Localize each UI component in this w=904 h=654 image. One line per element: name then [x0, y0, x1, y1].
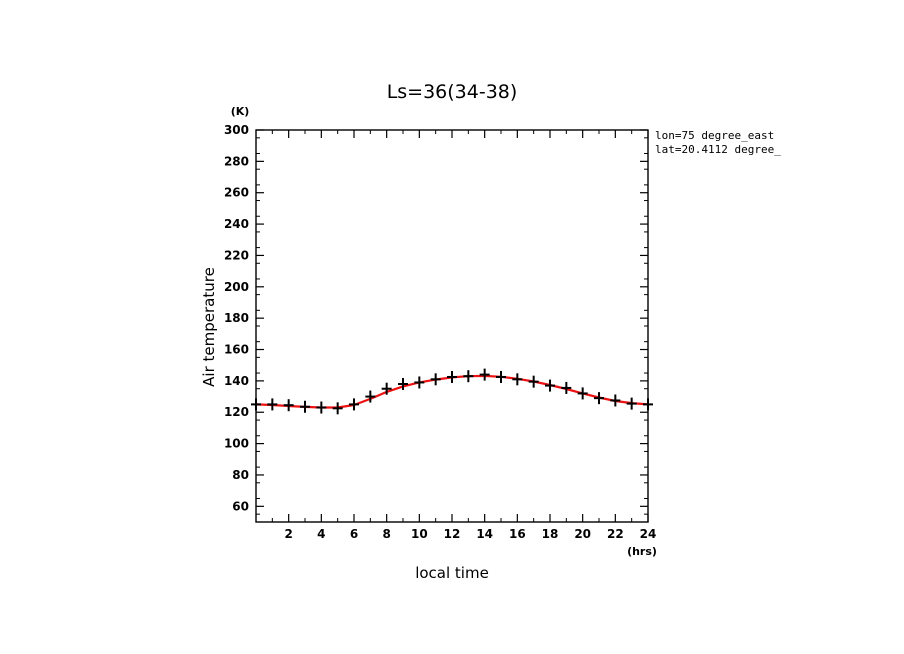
- y-tick-label: 60: [232, 499, 249, 513]
- data-point: [283, 399, 294, 412]
- data-point: [316, 401, 327, 414]
- y-tick-label: 80: [232, 468, 249, 482]
- x-tick-label: 14: [476, 527, 493, 541]
- marker-series: [251, 368, 653, 415]
- y-tick-label: 160: [224, 343, 249, 357]
- data-point: [398, 378, 408, 391]
- data-point: [496, 370, 506, 383]
- y-tick-label: 220: [224, 248, 249, 262]
- y-tick-label: 280: [224, 154, 249, 168]
- x-tick-label: 22: [607, 527, 624, 541]
- data-point: [414, 376, 425, 389]
- y-tick-label: 260: [224, 186, 249, 200]
- y-unit-label: (K): [231, 105, 250, 118]
- data-point: [561, 381, 572, 394]
- x-tick-label: 8: [382, 527, 390, 541]
- annotation-lon: lon=75 degree_east: [655, 129, 774, 142]
- data-point: [381, 382, 392, 395]
- data-point: [479, 368, 490, 381]
- data-point: [349, 398, 359, 411]
- y-tick-label: 200: [224, 280, 249, 294]
- data-point: [512, 373, 523, 386]
- plot-frame: [255, 129, 649, 523]
- data-point: [447, 370, 457, 383]
- data-point: [430, 373, 441, 386]
- y-tick-label: 180: [224, 311, 249, 325]
- x-tick-label: 16: [509, 527, 526, 541]
- y-tick-label: 140: [224, 374, 249, 388]
- x-tick-label: 24: [640, 527, 657, 541]
- x-tick-label: 4: [317, 527, 325, 541]
- y-tick-label: 100: [224, 437, 249, 451]
- y-tick-label: 120: [224, 405, 249, 419]
- annotation-lat: lat=20.4112 degree_: [655, 143, 781, 156]
- x-tick-label: 6: [350, 527, 358, 541]
- y-tick-label: 300: [224, 123, 249, 137]
- data-point: [300, 400, 310, 413]
- data-point: [626, 397, 637, 410]
- data-point: [267, 398, 278, 411]
- data-point: [332, 402, 343, 415]
- data-point: [610, 394, 621, 407]
- data-point: [365, 390, 376, 403]
- data-point: [528, 375, 539, 388]
- data-point: [577, 387, 588, 400]
- x-tick-label: 18: [542, 527, 559, 541]
- x-tick-label: 10: [411, 527, 428, 541]
- data-point: [594, 392, 604, 405]
- x-tick-label: 2: [284, 527, 292, 541]
- y-axis-label: Air temperature: [200, 267, 218, 387]
- data-point: [463, 370, 474, 383]
- y-tick-label: 240: [224, 217, 249, 231]
- x-tick-label: 20: [574, 527, 591, 541]
- x-unit-label: (hrs): [627, 545, 657, 558]
- data-point: [545, 379, 555, 392]
- x-axis-label: local time: [415, 564, 489, 582]
- x-tick-label: 12: [444, 527, 461, 541]
- chart-title: Ls=36(34-38): [387, 81, 518, 103]
